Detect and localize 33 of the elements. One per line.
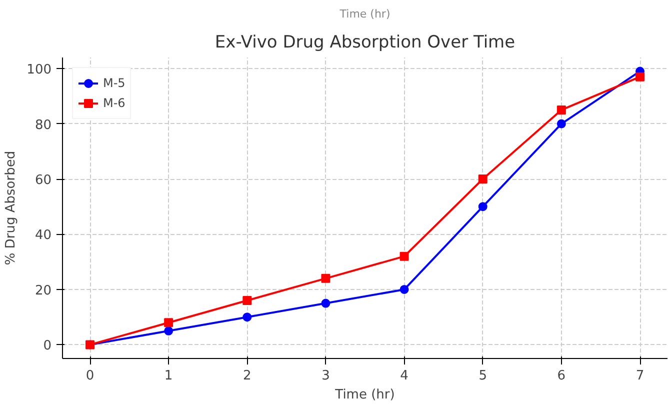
x-tick-label: 6 — [557, 368, 566, 384]
y-tick-label: 20 — [34, 283, 52, 298]
point — [321, 274, 330, 283]
legend-label: M-5 — [103, 76, 126, 90]
x-tick-label: 2 — [243, 368, 252, 384]
y-axis-title: % Drug Absorbed — [4, 150, 19, 266]
point — [400, 284, 409, 294]
x-tick-label: 4 — [400, 368, 408, 384]
legend-label: M-6 — [103, 96, 126, 110]
x-tick-label: 3 — [322, 368, 330, 384]
point — [164, 318, 174, 328]
y-tick-label: 100 — [26, 62, 52, 78]
point — [242, 312, 252, 322]
point — [321, 298, 330, 308]
x-axis-title: Time (hr) — [334, 388, 395, 402]
chart-title: Ex-Vivo Drug Absorption Over Time — [214, 32, 516, 52]
point — [478, 174, 488, 184]
point — [556, 105, 566, 114]
point — [556, 119, 566, 128]
y-tick-label: 40 — [34, 228, 52, 244]
point — [478, 202, 488, 212]
x-tick-label: 7 — [636, 368, 644, 384]
point — [400, 252, 409, 261]
y-tick-label: 0 — [43, 338, 52, 354]
x-tick-label: 5 — [478, 368, 488, 384]
point — [164, 326, 174, 336]
text: Time (hr) — [338, 8, 390, 20]
point — [242, 296, 252, 306]
y-tick-label: 60 — [34, 173, 52, 188]
y-tick-label: 80 — [34, 118, 52, 133]
x-tick-label: 1 — [164, 368, 173, 384]
x-tick-label: 0 — [86, 368, 94, 384]
point — [636, 72, 644, 82]
